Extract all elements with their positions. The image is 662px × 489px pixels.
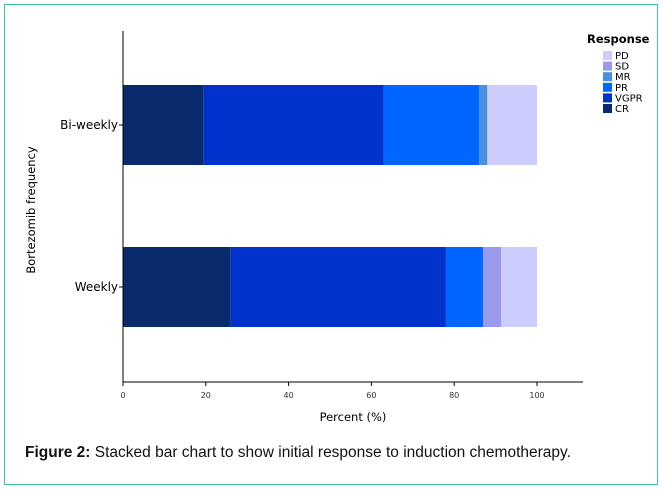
legend-label-mr: MR — [615, 72, 631, 83]
caption-label: Figure 2: — [25, 444, 91, 461]
legend-label-pr: PR — [615, 83, 628, 94]
legend-label-pd: PD — [615, 51, 629, 62]
bars-group — [123, 85, 537, 327]
caption-text: Stacked bar chart to show initial respon… — [94, 444, 571, 461]
category-label-bi-weekly: Bi-weekly — [60, 118, 118, 132]
bar-weekly-pr — [445, 247, 484, 327]
legend-swatch-cr — [603, 104, 612, 113]
legend-swatch-pr — [603, 82, 612, 92]
bar-weekly-sd — [483, 247, 501, 327]
legend-swatch-mr — [603, 72, 612, 82]
legend-swatch-vgpr — [603, 93, 612, 103]
bar-weekly-pd — [500, 247, 537, 327]
bar-bi-weekly-cr — [123, 85, 204, 165]
category-label-weekly: Weekly — [75, 280, 118, 294]
legend-label-sd: SD — [615, 62, 629, 73]
x-tick-label: 40 — [284, 391, 294, 400]
bar-weekly-cr — [123, 247, 231, 327]
bar-weekly-vgpr — [230, 247, 446, 327]
x-tick-label: 0 — [120, 391, 125, 400]
y-axis-title: Bortezomib frequency — [24, 146, 38, 274]
figure-frame: 0 20 40 60 80 100 Bi-weekly Weekly Percent (%)… — [4, 4, 658, 485]
x-axis-title: Percent (%) — [320, 410, 387, 424]
legend-title: Response — [587, 32, 650, 46]
legend-label-vgpr: VGPR — [615, 93, 643, 104]
x-tick-label: 20 — [201, 391, 211, 400]
legend-swatch-sd — [603, 61, 612, 71]
stacked-bar-chart: 0 20 40 60 80 100 Bi-weekly Weekly Percent (%)… — [24, 31, 650, 424]
legend-swatch-pd — [603, 51, 612, 60]
category-labels-group: Bi-weekly Weekly — [60, 118, 123, 294]
x-ticks-group: 0 20 40 60 80 100 — [120, 382, 545, 400]
figure-caption: Figure 2: Stacked bar chart to show init… — [25, 443, 641, 462]
legend-label-cr: CR — [615, 104, 629, 115]
bar-bi-weekly-vgpr — [203, 85, 384, 165]
x-tick-label: 60 — [366, 391, 376, 400]
x-tick-label: 100 — [529, 391, 544, 400]
x-tick-label: 80 — [449, 391, 459, 400]
bar-bi-weekly-mr — [479, 85, 488, 165]
bar-bi-weekly-pr — [383, 85, 480, 165]
bar-bi-weekly-pd — [487, 85, 537, 165]
